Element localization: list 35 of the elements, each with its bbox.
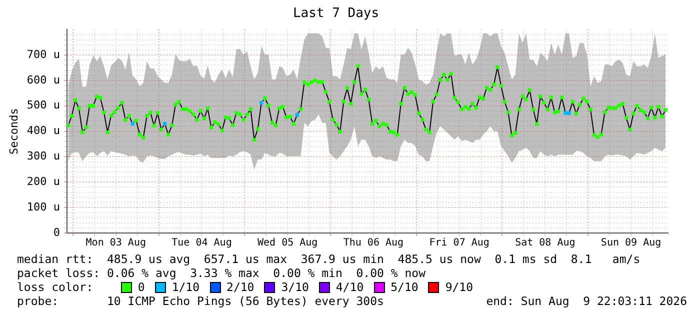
- text: median rtt: 485.9 us avg 657.1 us max 367.9 us min 485.5 us now 0.1 ms sd 8.1 am/s: [17, 252, 642, 266]
- point: [564, 111, 568, 115]
- legend-label: 1/10: [172, 280, 200, 294]
- text: end: Sun Aug 9 22:03:11 2026: [486, 294, 687, 308]
- point: [162, 122, 167, 126]
- y-tick-label: 700 u: [26, 48, 60, 61]
- y-tick-label: 400 u: [26, 124, 60, 138]
- x-tick-label: Thu 06 Aug: [343, 238, 404, 249]
- text: probe: 10 ICMP Echo Pings (56 Bytes) every 300s: [17, 294, 384, 308]
- x-tick-label: Sun 09 Aug: [600, 238, 662, 249]
- y-axis-title: Seconds: [7, 108, 20, 154]
- legend-label: 5/10: [390, 280, 418, 294]
- y-tick-label: 300 u: [26, 150, 60, 163]
- point: [130, 122, 134, 126]
- y-tick-label: 600 u: [26, 73, 60, 86]
- point: [295, 112, 299, 117]
- legend-title: loss color:: [17, 280, 94, 294]
- legend-label: 2/10: [226, 280, 254, 294]
- text: packet loss: 0.06 % avg 3.33 % max 0.00 % min 0.00 % now: [17, 266, 426, 280]
- x-tick-label: Fri 07 Aug: [429, 238, 490, 249]
- legend-label: 9/10: [445, 280, 474, 294]
- y-tick-label: 500 u: [26, 98, 60, 112]
- x-tick-label: Tue 04 Aug: [172, 238, 232, 249]
- legend-label: 3/10: [281, 280, 309, 294]
- y-tick-label: 200 u: [26, 175, 60, 188]
- x-tick-label: Mon 03 Aug: [86, 238, 146, 249]
- point: [567, 111, 571, 116]
- legend-label: 0: [138, 280, 145, 294]
- point: [260, 100, 264, 105]
- legend-label: 4/10: [336, 280, 364, 294]
- y-tick-label: 100 u: [26, 200, 60, 214]
- x-tick-label: Wed 05 Aug: [257, 238, 318, 249]
- y-tick-label: 0: [53, 226, 60, 239]
- x-tick-label: Sat 08 Aug: [515, 238, 576, 249]
- chart-title: Last 7 Days: [292, 6, 380, 22]
